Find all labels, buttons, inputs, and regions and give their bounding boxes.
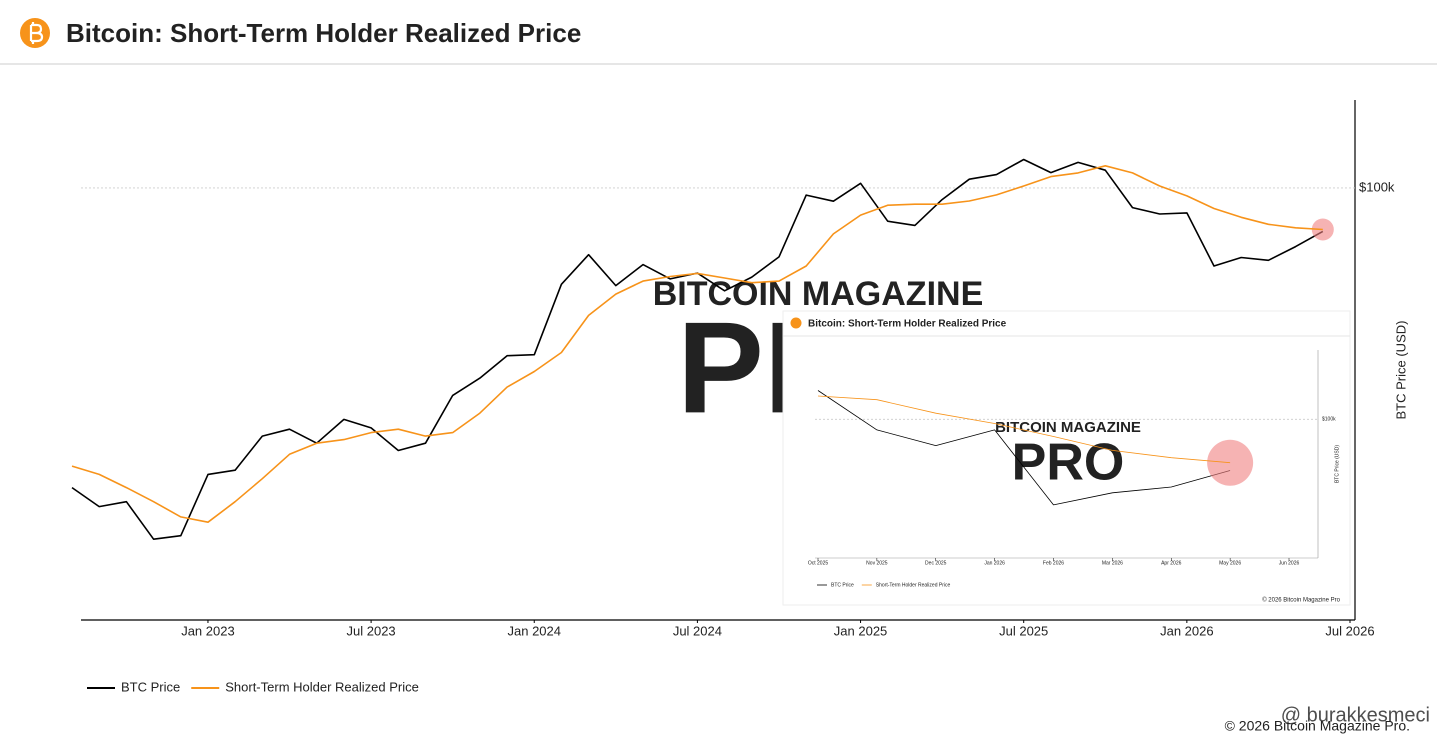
highlight-circle bbox=[1207, 439, 1254, 486]
y-tick-label: $100k bbox=[1359, 179, 1395, 194]
x-tick-label: May 2026 bbox=[1219, 560, 1241, 566]
copyright: © 2026 Bitcoin Magazine Pro. bbox=[1225, 718, 1410, 734]
x-tick-label: Feb 2026 bbox=[1043, 560, 1064, 566]
x-tick-label: Jan 2026 bbox=[984, 560, 1005, 566]
x-tick-label: Jan 2025 bbox=[834, 623, 888, 638]
watermark-top: BITCOIN MAGAZINE bbox=[653, 275, 984, 313]
legend-label: BTC Price bbox=[121, 679, 180, 694]
y-axis-label: BTC Price (USD) bbox=[1334, 445, 1340, 483]
x-tick-label: Jan 2023 bbox=[181, 623, 235, 638]
credit-watermark: @ burakkesmeci bbox=[1281, 704, 1430, 726]
x-tick-label: Jan 2024 bbox=[508, 623, 562, 638]
series-line bbox=[71, 165, 1323, 523]
inset-frame bbox=[782, 310, 1351, 606]
x-tick-label: Nov 2025 bbox=[866, 560, 888, 566]
bitcoin-glyph bbox=[29, 22, 44, 44]
x-tick-label: Mar 2026 bbox=[1102, 560, 1123, 566]
series-line bbox=[817, 395, 1231, 464]
x-tick-label: Jan 2026 bbox=[1160, 623, 1214, 638]
series-line bbox=[817, 390, 1231, 506]
x-tick-label: Apr 2026 bbox=[1161, 560, 1182, 566]
x-tick-label: Dec 2025 bbox=[925, 560, 947, 566]
x-tick-label: Jul 2025 bbox=[999, 623, 1048, 638]
x-tick-label: Jun 2026 bbox=[1279, 560, 1300, 566]
inset-title: Bitcoin: Short-Term Holder Realized Pric… bbox=[808, 319, 1007, 330]
highlight-circle bbox=[1311, 218, 1334, 241]
legend-label: Short-Term Holder Realized Price bbox=[225, 679, 419, 694]
y-tick-label: $100k bbox=[1322, 417, 1336, 423]
x-tick-label: Jul 2024 bbox=[673, 623, 722, 638]
inset-copyright: © 2026 Bitcoin Magazine Pro bbox=[1262, 597, 1340, 604]
watermark-bottom: PRO bbox=[1012, 434, 1125, 492]
legend-label: BTC Price bbox=[831, 582, 854, 588]
legend-label: Short-Term Holder Realized Price bbox=[876, 582, 951, 588]
y-axis-label: BTC Price (USD) bbox=[1393, 321, 1408, 420]
inset-bitcoin-icon bbox=[790, 317, 802, 329]
page-title: Bitcoin: Short-Term Holder Realized Pric… bbox=[66, 18, 581, 48]
x-tick-label: Jul 2026 bbox=[1325, 623, 1374, 638]
x-tick-label: Jul 2023 bbox=[347, 623, 396, 638]
x-tick-label: Oct 2025 bbox=[808, 560, 829, 566]
